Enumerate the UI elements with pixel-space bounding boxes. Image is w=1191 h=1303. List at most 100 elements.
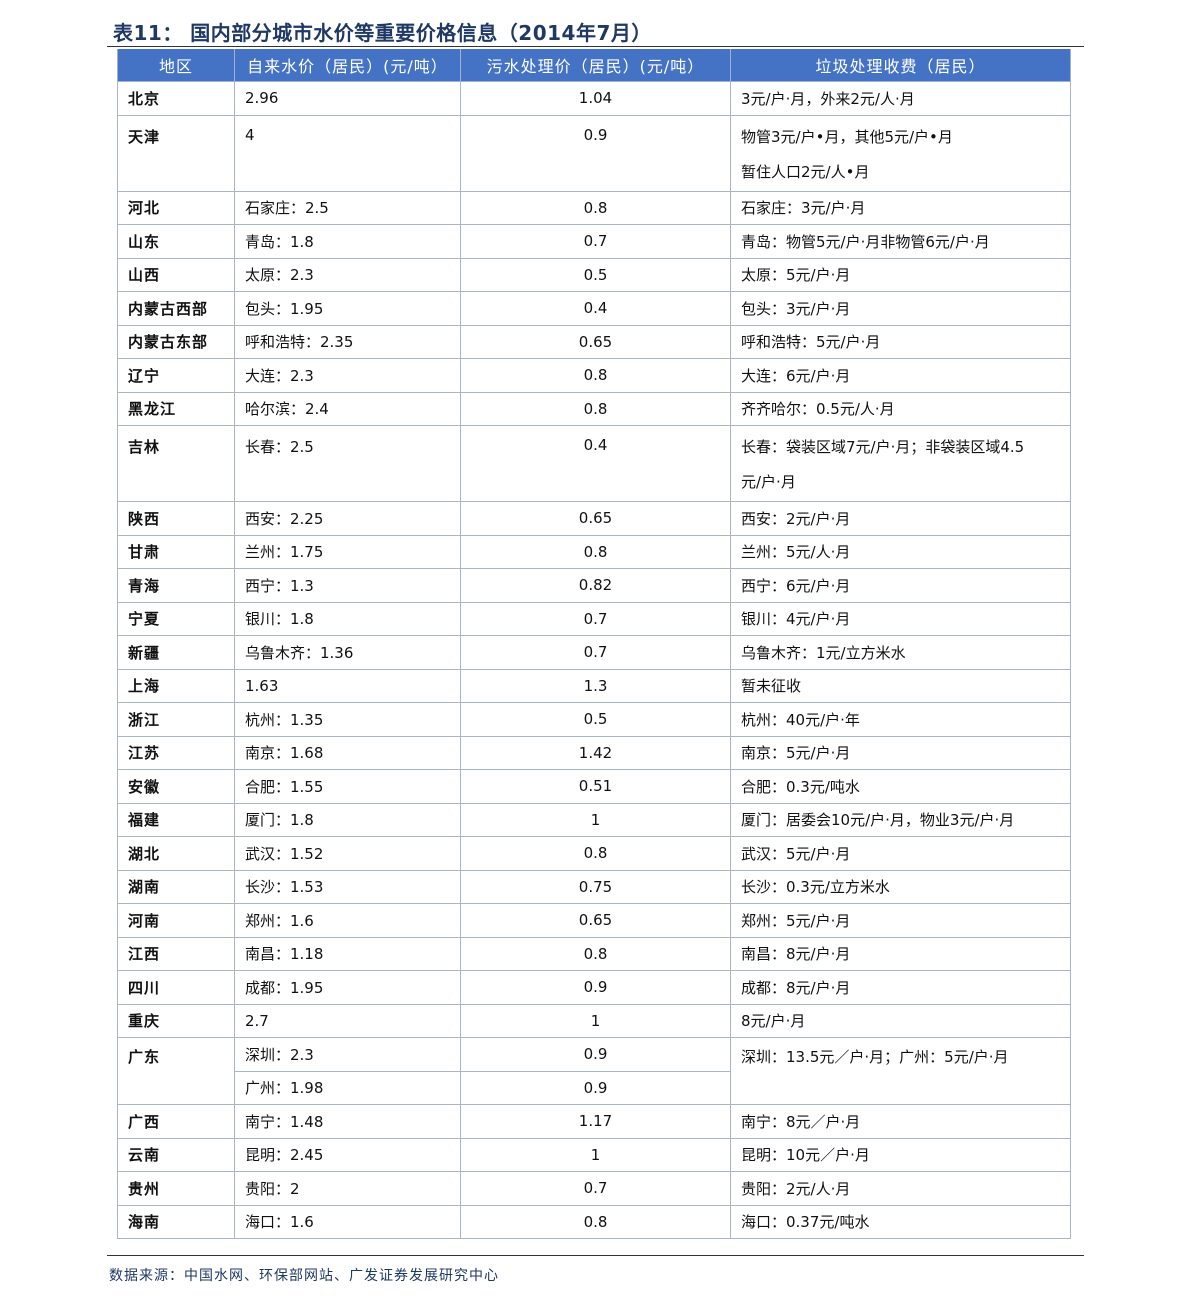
water-price-cell: 深圳：2.3	[234, 1037, 461, 1072]
region-cell: 甘肃	[117, 534, 235, 569]
region-cell: 辽宁	[117, 358, 235, 393]
garbage-fee-cell: 合肥：0.3元/吨水	[730, 769, 1071, 804]
water-price-cell: 1.63	[234, 668, 461, 703]
sewage-price-cell: 1.17	[460, 1104, 731, 1139]
sewage-price-cell: 0.8	[460, 936, 731, 971]
garbage-fee-cell: 呼和浩特：5元/户·月	[730, 324, 1071, 359]
water-price-cell: 2.7	[234, 1003, 461, 1038]
sewage-price-cell: 1.3	[460, 668, 731, 703]
sewage-price-cell: 1	[460, 1003, 731, 1038]
region-cell: 北京	[117, 81, 235, 116]
garbage-fee-cell: 深圳：13.5元／户·月；广州：5元/户·月	[730, 1037, 1071, 1105]
water-price-cell: 石家庄：2.5	[234, 190, 461, 225]
sewage-price-cell: 0.82	[460, 568, 731, 603]
table-row: 河北 石家庄：2.5 0.8 石家庄：3元/户·月	[117, 190, 1071, 225]
garbage-fee-cell: 暂未征收	[730, 668, 1071, 703]
sewage-price-cell: 0.8	[460, 836, 731, 871]
sewage-price-cell: 0.7	[460, 635, 731, 670]
water-price-cell: 南宁：1.48	[234, 1104, 461, 1139]
table-row: 海南 海口：1.6 0.8 海口：0.37元/吨水	[117, 1204, 1071, 1239]
region-cell: 云南	[117, 1137, 235, 1172]
region-cell: 安徽	[117, 769, 235, 804]
sewage-price-cell: 0.5	[460, 257, 731, 292]
sewage-price-cell: 1.04	[460, 81, 731, 116]
region-cell: 江西	[117, 936, 235, 971]
source-note: 数据来源：中国水网、环保部网站、广发证券发展研究中心	[109, 1268, 499, 1284]
sewage-price-cell: 0.75	[460, 869, 731, 904]
table-row: 安徽 合肥：1.55 0.51 合肥：0.3元/吨水	[117, 769, 1071, 804]
water-price-cell: 太原：2.3	[234, 257, 461, 292]
region-cell: 宁夏	[117, 601, 235, 636]
region-cell: 青海	[117, 568, 235, 603]
table-row: 云南 昆明：2.45 1 昆明：10元／户·月	[117, 1137, 1071, 1172]
table-row: 天津 4 0.9 物管3元/户•月，其他5元/户•月 暂住人口2元/人•月	[117, 114, 1071, 192]
garbage-fee-cell: 3元/户·月，外来2元/人·月	[730, 81, 1071, 116]
table-row: 北京 2.96 1.04 3元/户·月，外来2元/人·月	[117, 81, 1071, 116]
region-cell: 重庆	[117, 1003, 235, 1038]
garbage-fee-cell: 兰州：5元/人·月	[730, 534, 1071, 569]
sewage-price-cell: 0.7	[460, 224, 731, 259]
region-cell: 黑龙江	[117, 391, 235, 426]
table-row: 江西 南昌：1.18 0.8 南昌：8元/户·月	[117, 936, 1071, 971]
garbage-fee-cell: 银川：4元/户·月	[730, 601, 1071, 636]
sewage-price-cell: 0.9	[460, 970, 731, 1005]
garbage-fee-cell: 8元/户·月	[730, 1003, 1071, 1038]
region-cell: 江苏	[117, 735, 235, 770]
sewage-price-cell: 0.8	[460, 358, 731, 393]
header-row: 地区 自来水价（居民）(元/吨） 污水处理价（居民）(元/吨） 垃圾处理收费（居…	[117, 49, 1071, 82]
water-price-cell: 呼和浩特：2.35	[234, 324, 461, 359]
garbage-fee-cell: 杭州：40元/户·年	[730, 702, 1071, 737]
garbage-fee-cell: 齐齐哈尔：0.5元/人·月	[730, 391, 1071, 426]
table-title: 表11： 国内部分城市水价等重要价格信息（2014年7月）	[113, 21, 652, 45]
sewage-price-cell: 0.9	[460, 114, 731, 192]
region-cell: 河北	[117, 190, 235, 225]
garbage-fee-cell: 长沙：0.3元/立方米水	[730, 869, 1071, 904]
sewage-price-cell: 0.9	[460, 1070, 731, 1105]
water-price-cell: 成都：1.95	[234, 970, 461, 1005]
water-price-cell: 2.96	[234, 81, 461, 116]
bottom-rule	[107, 1255, 1084, 1256]
table-row: 重庆 2.7 1 8元/户·月	[117, 1003, 1071, 1038]
garbage-fee-cell: 物管3元/户•月，其他5元/户•月 暂住人口2元/人•月	[730, 114, 1071, 192]
water-price-cell: 南京：1.68	[234, 735, 461, 770]
sewage-price-cell: 0.5	[460, 702, 731, 737]
table-row: 贵州 贵阳：2 0.7 贵阳：2元/人·月	[117, 1171, 1071, 1206]
sewage-price-cell: 0.8	[460, 190, 731, 225]
garbage-fee-cell: 太原：5元/户·月	[730, 257, 1071, 292]
region-cell: 天津	[117, 114, 235, 192]
water-price-cell: 西宁：1.3	[234, 568, 461, 603]
region-cell: 上海	[117, 668, 235, 703]
garbage-fee-cell: 贵阳：2元/人·月	[730, 1171, 1071, 1206]
water-price-cell: 武汉：1.52	[234, 836, 461, 871]
table-row: 内蒙古东部 呼和浩特：2.35 0.65 呼和浩特：5元/户·月	[117, 324, 1071, 359]
water-price-cell: 广州：1.98	[234, 1070, 461, 1105]
water-price-cell: 长春：2.5	[234, 425, 461, 502]
table-row: 吉林 长春：2.5 0.4 长春：袋装区域7元/户·月；非袋装区域4.5 元/户·月	[117, 425, 1071, 502]
water-price-cell: 南昌：1.18	[234, 936, 461, 971]
sewage-price-cell: 1	[460, 802, 731, 837]
region-cell: 广西	[117, 1104, 235, 1139]
garbage-fee-cell: 长春：袋装区域7元/户·月；非袋装区域4.5 元/户·月	[730, 425, 1071, 502]
region-cell: 内蒙古东部	[117, 324, 235, 359]
sewage-price-cell: 0.65	[460, 324, 731, 359]
table-row: 广东 深圳：2.3 0.9 深圳：13.5元／户·月；广州：5元/户·月	[117, 1037, 1071, 1105]
garbage-fee-cell: 南昌：8元/户·月	[730, 936, 1071, 971]
table-row: 上海 1.63 1.3 暂未征收	[117, 668, 1071, 703]
garbage-fee-cell: 海口：0.37元/吨水	[730, 1204, 1071, 1239]
table-row: 山西 太原：2.3 0.5 太原：5元/户·月	[117, 257, 1071, 292]
table-row: 四川 成都：1.95 0.9 成都：8元/户·月	[117, 970, 1071, 1005]
table-row: 湖南 长沙：1.53 0.75 长沙：0.3元/立方米水	[117, 869, 1071, 904]
sewage-price-cell: 0.4	[460, 425, 731, 502]
sewage-price-cell: 0.51	[460, 769, 731, 804]
garbage-fee-cell: 昆明：10元／户·月	[730, 1137, 1071, 1172]
garbage-fee-cell: 西宁：6元/户·月	[730, 568, 1071, 603]
table-row: 新疆 乌鲁木齐：1.36 0.7 乌鲁木齐：1元/立方米水	[117, 635, 1071, 670]
sewage-price-cell: 0.8	[460, 1204, 731, 1239]
sewage-price-cell: 0.8	[460, 391, 731, 426]
region-cell: 内蒙古西部	[117, 291, 235, 326]
garbage-fee-cell: 南京：5元/户·月	[730, 735, 1071, 770]
table-row: 内蒙古西部 包头：1.95 0.4 包头：3元/户·月	[117, 291, 1071, 326]
region-cell: 湖南	[117, 869, 235, 904]
region-cell: 湖北	[117, 836, 235, 871]
sewage-price-cell: 0.65	[460, 903, 731, 938]
